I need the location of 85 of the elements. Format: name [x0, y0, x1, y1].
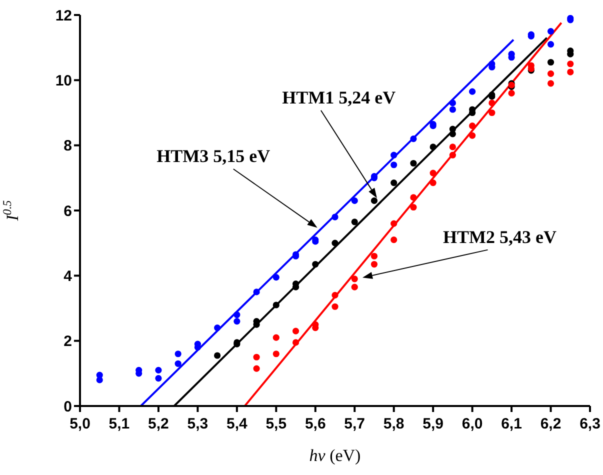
point: [351, 218, 358, 226]
y-tick-label: 0: [64, 398, 72, 416]
point: [469, 88, 476, 95]
point: [390, 152, 398, 158]
point: [272, 350, 280, 358]
y-tick-label: 12: [55, 7, 72, 24]
point: [449, 152, 456, 158]
point: [547, 41, 554, 48]
point: [155, 375, 162, 382]
point: [430, 180, 436, 186]
point: [567, 60, 574, 68]
y-tick-label: 6: [64, 202, 72, 220]
point: [390, 236, 398, 244]
point: [370, 252, 378, 260]
point: [547, 58, 554, 66]
point: [430, 170, 436, 176]
point: [312, 260, 319, 268]
point: [155, 366, 162, 374]
point: [469, 132, 476, 139]
point: [547, 80, 554, 87]
point: [351, 276, 358, 282]
point: [234, 311, 240, 318]
point: [449, 106, 456, 113]
point: [351, 284, 358, 290]
point: [174, 350, 182, 358]
x-tick-label: 6,2: [540, 416, 562, 433]
point: [390, 162, 398, 168]
point: [253, 354, 260, 360]
point: [332, 240, 338, 246]
x-tick-label: 5,1: [108, 416, 130, 433]
x-tick-label: 5,3: [187, 416, 208, 433]
point: [332, 292, 338, 299]
point: [332, 214, 338, 220]
point: [508, 90, 515, 96]
point: [547, 28, 554, 35]
point: [449, 144, 456, 150]
point: [272, 302, 280, 308]
y-tick-label: 4: [64, 268, 73, 285]
point: [469, 122, 476, 130]
x-tick-label: 6,1: [501, 416, 522, 433]
x-tick-label: 5,7: [344, 416, 366, 433]
y-tick-label: 8: [64, 138, 72, 155]
point: [488, 100, 496, 106]
x-tick-label: 5,9: [422, 416, 444, 433]
x-tick-label: 5,5: [266, 416, 287, 433]
point: [174, 360, 182, 367]
point: [370, 260, 378, 268]
point: [449, 126, 456, 132]
x-tick-label: 5,4: [226, 416, 248, 433]
point: [390, 180, 398, 186]
x-tick-label: 5,0: [70, 416, 90, 433]
point: [253, 365, 260, 372]
point: [292, 328, 300, 334]
x-tick-label: 5,6: [304, 416, 326, 433]
point: [214, 324, 221, 332]
point: [410, 136, 417, 142]
x-tick-label: 6,3: [580, 416, 600, 433]
point: [272, 274, 280, 281]
x-tick-label: 6,0: [462, 416, 483, 433]
point: [292, 339, 300, 346]
y-tick-label: 2: [64, 333, 72, 350]
point: [214, 352, 221, 359]
x-axis-title: hν (eV): [309, 446, 361, 465]
point: [234, 318, 240, 325]
y-tick-label: 10: [55, 72, 72, 90]
point: [567, 68, 574, 76]
point: [547, 70, 554, 77]
x-tick-label: 5,8: [383, 416, 404, 433]
point: [370, 197, 378, 204]
point: [410, 204, 417, 211]
point: [449, 100, 456, 106]
annotation: HTM2 5,43 eV: [443, 226, 557, 247]
point: [430, 144, 436, 150]
point: [272, 334, 280, 341]
annotation: HTM1 5,24 eV: [282, 87, 396, 108]
x-tick-label: 5,2: [148, 416, 169, 433]
point: [488, 109, 496, 116]
point: [390, 220, 398, 227]
annotation: HTM3 5,15 eV: [156, 146, 270, 166]
point: [351, 197, 358, 204]
point: [96, 376, 103, 384]
point: [410, 160, 417, 167]
point: [332, 303, 338, 310]
point: [410, 194, 417, 201]
point: [253, 288, 260, 296]
